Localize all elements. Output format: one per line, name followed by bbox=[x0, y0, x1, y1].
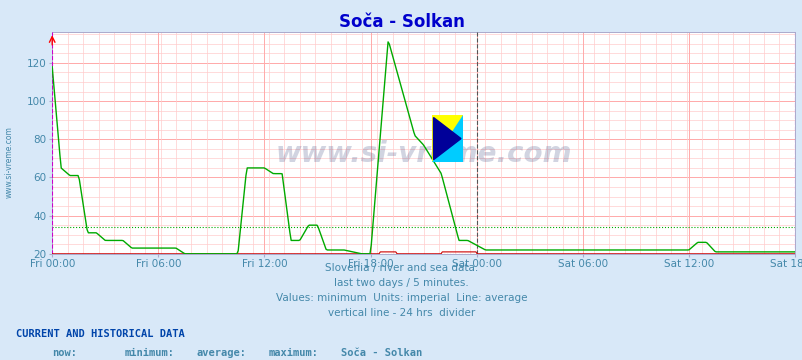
Text: last two days / 5 minutes.: last two days / 5 minutes. bbox=[334, 278, 468, 288]
Text: Soča - Solkan: Soča - Solkan bbox=[338, 13, 464, 31]
Text: Soča - Solkan: Soča - Solkan bbox=[341, 348, 422, 358]
Polygon shape bbox=[431, 115, 462, 162]
Polygon shape bbox=[431, 115, 462, 162]
Text: maximum:: maximum: bbox=[269, 348, 318, 358]
Text: Slovenia / river and sea data.: Slovenia / river and sea data. bbox=[325, 263, 477, 273]
Text: now:: now: bbox=[52, 348, 77, 358]
Text: CURRENT AND HISTORICAL DATA: CURRENT AND HISTORICAL DATA bbox=[16, 329, 184, 339]
Text: vertical line - 24 hrs  divider: vertical line - 24 hrs divider bbox=[327, 308, 475, 318]
Text: minimum:: minimum: bbox=[124, 348, 174, 358]
Text: www.si-vreme.com: www.si-vreme.com bbox=[5, 126, 14, 198]
Polygon shape bbox=[433, 117, 460, 159]
Text: average:: average: bbox=[196, 348, 246, 358]
Text: Values: minimum  Units: imperial  Line: average: Values: minimum Units: imperial Line: av… bbox=[275, 293, 527, 303]
Text: www.si-vreme.com: www.si-vreme.com bbox=[275, 140, 571, 168]
